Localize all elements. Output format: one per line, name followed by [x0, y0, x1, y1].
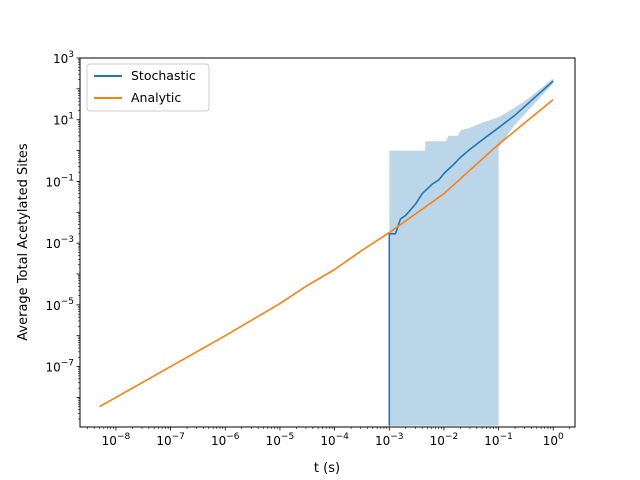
- series-line-stochastic: [388, 80, 554, 426]
- x-tick-label: 10−1: [484, 432, 513, 448]
- x-tick-label: 10−8: [102, 432, 131, 448]
- stochastic-range-band: [389, 78, 554, 426]
- x-tick-label: 10−7: [156, 432, 185, 448]
- x-tick-label: 10−5: [266, 432, 295, 448]
- y-axis-label: Average Total Acetylated Sites: [16, 143, 31, 341]
- legend: Stochastic Analytic: [86, 63, 210, 112]
- series-lines: [99, 80, 554, 426]
- x-axis-label: t (s): [314, 461, 340, 476]
- y-axis-ticks: 10−7 10−5 10−3 10−1 101 103: [45, 50, 80, 420]
- stochastic-band-area: [389, 78, 554, 426]
- y-tick-label: 103: [53, 50, 74, 66]
- y-tick-label: 10−1: [45, 173, 74, 189]
- legend-label-stochastic: Stochastic: [131, 68, 196, 83]
- series-line-analytic: [99, 98, 554, 408]
- x-tick-label: 10−4: [320, 432, 349, 448]
- y-tick-label: 10−5: [45, 297, 74, 313]
- x-tick-label: 10−2: [430, 432, 459, 448]
- y-tick-label: 10−3: [45, 235, 74, 251]
- x-tick-label: 10−3: [375, 432, 404, 448]
- x-tick-label: 100: [543, 432, 564, 448]
- legend-label-analytic: Analytic: [131, 90, 181, 105]
- x-axis-ticks: 10−8 10−7 10−6 10−5 10−4 10−3 10−2 10−1 100: [87, 427, 571, 448]
- y-tick-label: 101: [53, 112, 74, 128]
- axes-frame: [79, 57, 576, 428]
- x-tick-label: 10−6: [211, 432, 240, 448]
- y-tick-label: 10−7: [45, 359, 74, 375]
